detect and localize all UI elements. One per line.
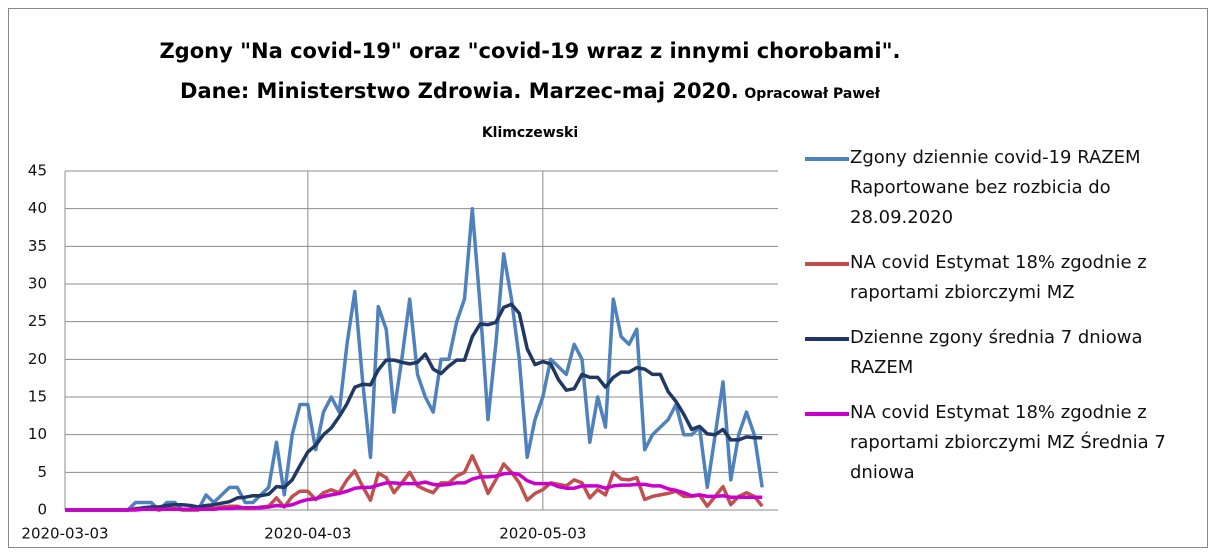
series-line [65,471,763,512]
y-tick-label: 25 [28,312,47,330]
legend-swatch [805,337,849,341]
y-tick-label: 30 [28,275,47,293]
legend-entry: NA covid Estymat 18% zgodnie z raportami… [805,248,1205,308]
y-tick-label: 15 [28,388,47,406]
series-line [65,302,763,512]
y-tick-label: 0 [37,501,47,519]
legend-entry: Dzienne zgony średnia 7 dniowa RAZEM [805,323,1205,383]
y-tick-label: 10 [28,425,47,443]
legend-swatch [805,157,849,161]
x-tick-label: 2020-05-03 [499,525,586,543]
legend-entry: Zgony dziennie covid-19 RAZEM Raportowan… [805,143,1205,233]
x-tick-label: 2020-03-03 [21,525,108,543]
x-tick-label: 2020-04-03 [264,525,351,543]
legend-swatch [805,262,849,266]
legend-label: NA covid Estymat 18% zgodnie z raportami… [850,402,1166,483]
legend-swatch [805,412,849,416]
y-tick-label: 35 [28,237,47,255]
legend-label: Zgony dziennie covid-19 RAZEM Raportowan… [850,147,1141,228]
y-tick-label: 20 [28,350,47,368]
chart-title: Zgony "Na covid-19" oraz "covid-19 wraz … [159,39,901,103]
chart-border [8,8,1208,548]
y-tick-label: 5 [37,463,47,481]
y-tick-label: 45 [28,162,47,180]
chart-subtitle: Opracował Paweł Klimczewski [481,86,880,141]
legend-entry: NA covid Estymat 18% zgodnie z raportami… [805,398,1205,488]
y-tick-label: 40 [28,199,47,217]
legend-label: Dzienne zgony średnia 7 dniowa RAZEM [850,327,1143,378]
legend-label: NA covid Estymat 18% zgodnie z raportami… [850,252,1147,303]
title-block: Zgony "Na covid-19" oraz "covid-19 wraz … [150,32,910,152]
legend: Zgony dziennie covid-19 RAZEM Raportowan… [805,143,1205,503]
